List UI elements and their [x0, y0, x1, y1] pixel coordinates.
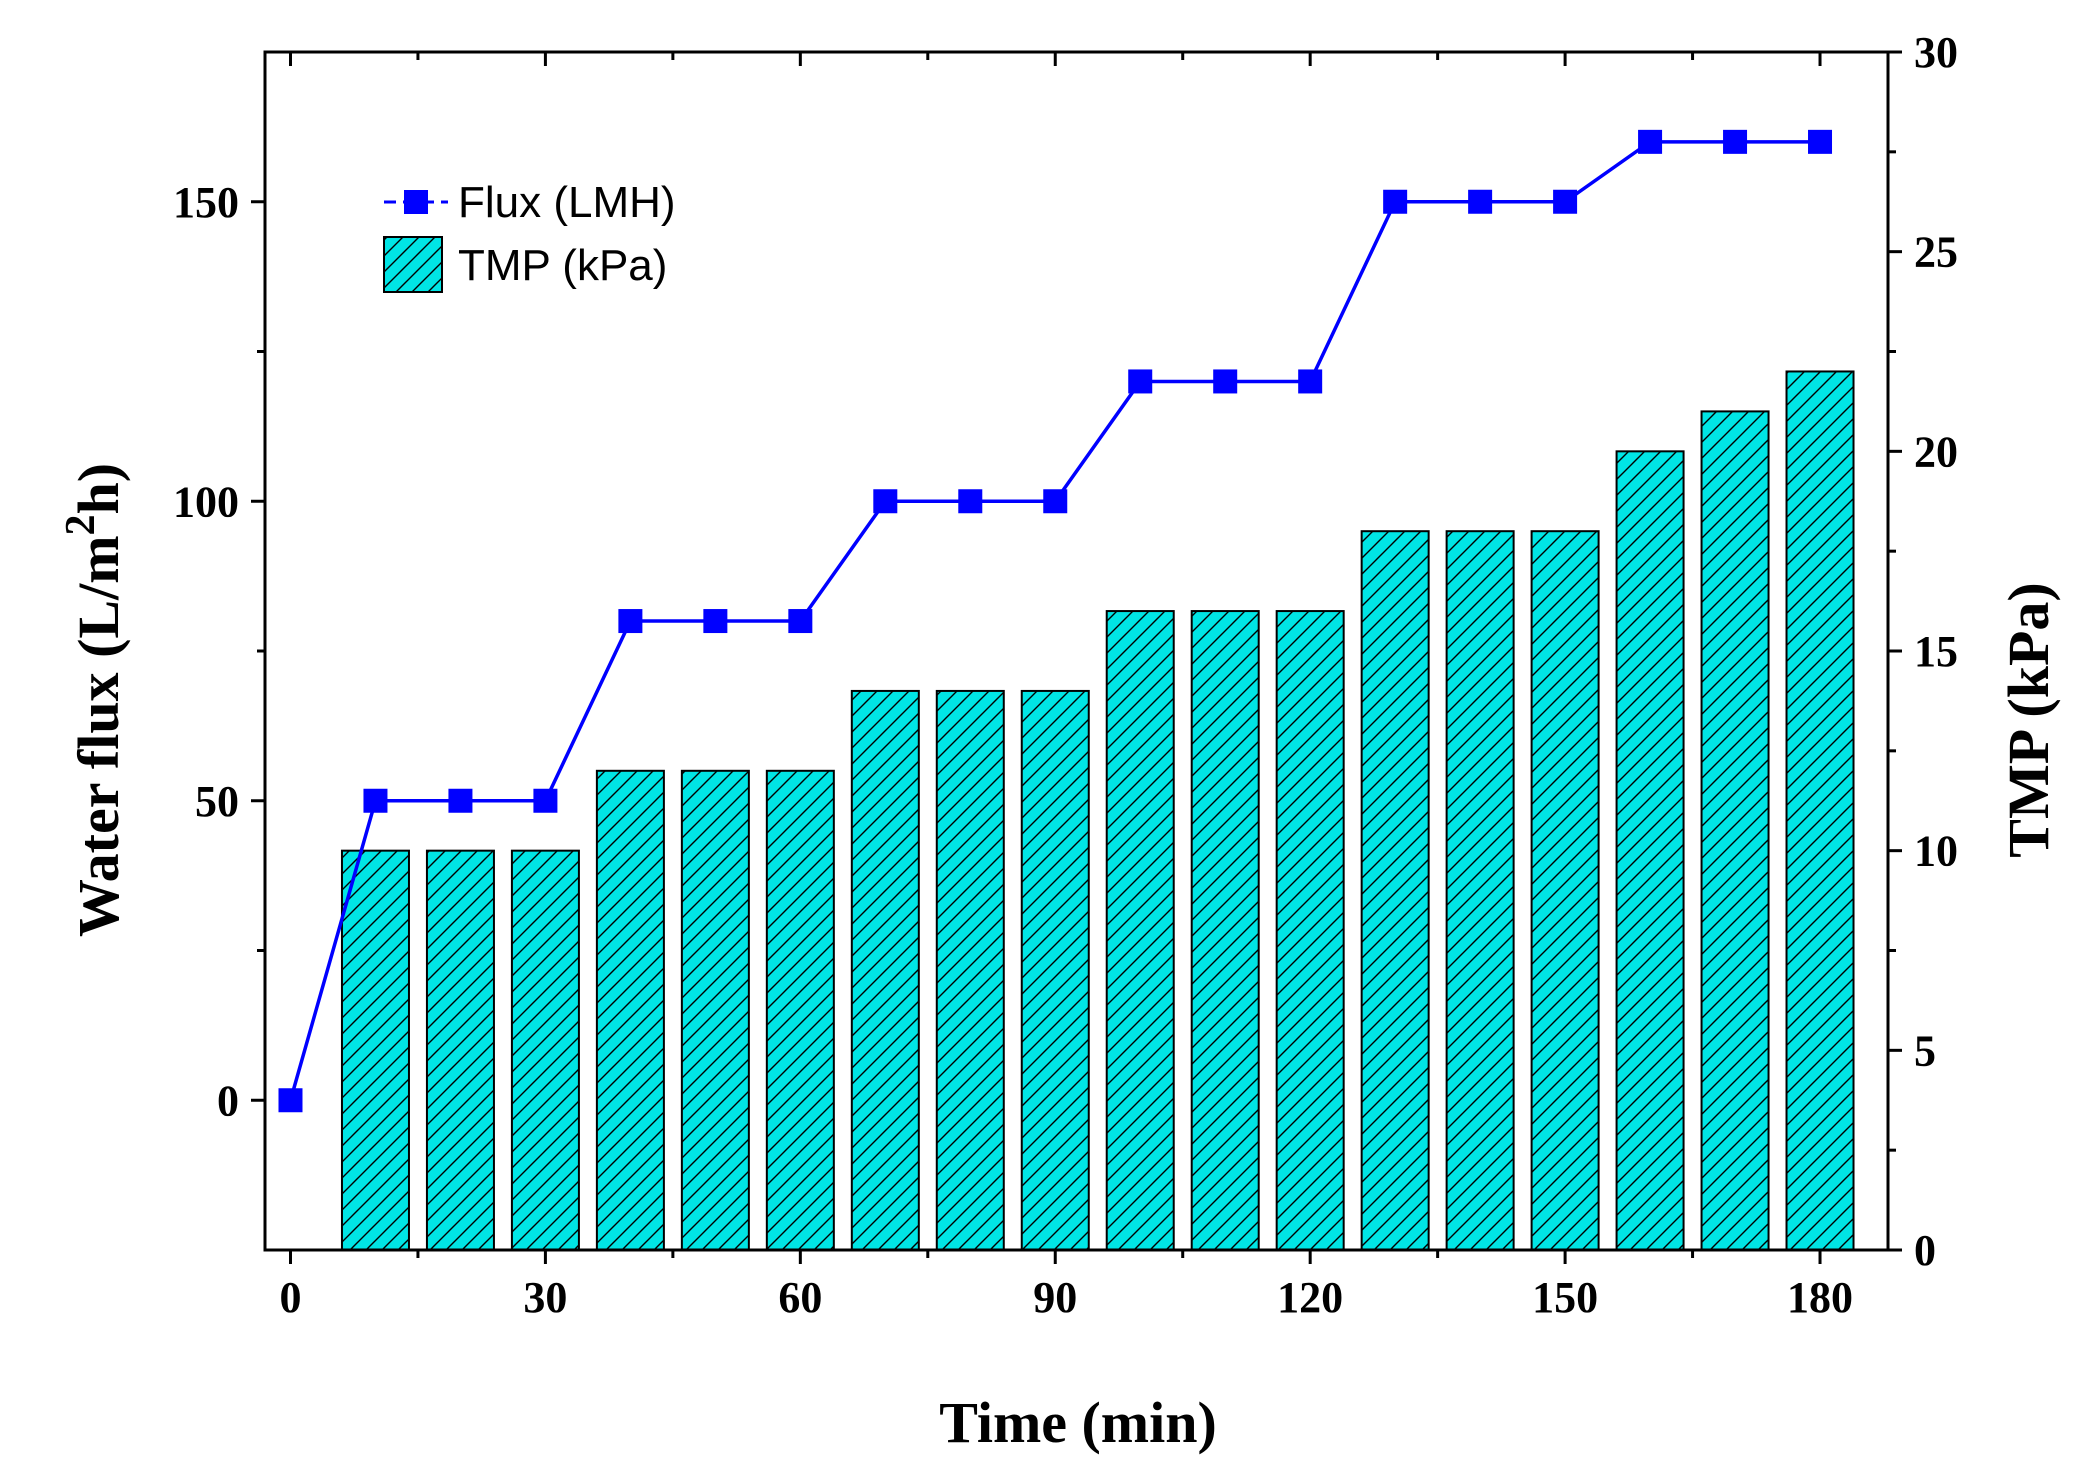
x-tick-label: 60 — [778, 1273, 822, 1322]
flux-point — [278, 1088, 303, 1113]
tmp-bar-hatch — [850, 689, 920, 1251]
tmp-bar-hatch — [1360, 530, 1430, 1251]
tmp-bar-hatch — [1785, 370, 1855, 1251]
tmp-bar-hatch — [425, 849, 495, 1252]
right-tick-label: 5 — [1914, 1026, 1936, 1075]
legend-tmp-hatch — [383, 236, 443, 293]
flux-point — [1808, 129, 1833, 154]
flux-point — [873, 489, 898, 514]
tmp-bar-hatch — [1700, 410, 1770, 1251]
x-tick-label: 150 — [1532, 1273, 1598, 1322]
legend-tmp-label: TMP (kPa) — [458, 241, 667, 290]
x-axis-label: Time (min) — [939, 1390, 1217, 1455]
right-tick-label: 15 — [1914, 627, 1958, 676]
right-tick-label: 20 — [1914, 427, 1958, 476]
tmp-bar-hatch — [1275, 610, 1345, 1251]
x-tick-label: 180 — [1787, 1273, 1853, 1322]
left-axis-label-main: Water flux (L/m — [66, 535, 131, 937]
tmp-bar-hatch — [935, 689, 1005, 1251]
flux-point — [618, 609, 643, 634]
right-tick-label: 10 — [1914, 827, 1958, 876]
legend-flux-marker — [404, 190, 428, 214]
legend: Flux (LMH) TMP (kPa) — [383, 178, 676, 293]
flux-line — [278, 129, 1833, 1113]
x-tick-label: 30 — [523, 1273, 567, 1322]
right-tick-label: 0 — [1914, 1226, 1936, 1275]
flux-point — [1553, 189, 1578, 214]
x-tick-label: 90 — [1033, 1273, 1077, 1322]
flux-point — [1638, 129, 1663, 154]
left-tick-label: 50 — [195, 777, 239, 826]
flux-point — [958, 489, 983, 514]
tmp-bar-hatch — [510, 849, 580, 1252]
flux-point — [788, 609, 813, 634]
left-axis-title: Water flux (L/m2h) — [58, 463, 131, 937]
flux-point — [1298, 369, 1323, 394]
flux-point — [703, 609, 728, 634]
tmp-bar-hatch — [1530, 530, 1600, 1251]
right-tick-label: 25 — [1914, 228, 1958, 277]
flux-point — [1468, 189, 1493, 214]
right-axis-label: TMP (kPa) — [1996, 582, 2061, 857]
flux-point — [448, 788, 473, 813]
flux-point — [1383, 189, 1408, 214]
flux-point — [1213, 369, 1238, 394]
left-tick-label: 150 — [173, 178, 239, 227]
tmp-bars — [340, 370, 1855, 1252]
svg-text:Water flux (L/m2h): Water flux (L/m2h) — [58, 463, 131, 937]
tmp-bar-hatch — [340, 849, 410, 1252]
flux-point — [1723, 129, 1748, 154]
right-tick-label: 30 — [1914, 28, 1958, 77]
tmp-bar-hatch — [765, 769, 835, 1251]
tmp-bar-hatch — [1190, 610, 1260, 1251]
tmp-bar-hatch — [680, 769, 750, 1251]
left-tick-label: 0 — [217, 1076, 239, 1125]
flux-point — [1043, 489, 1068, 514]
right-axis-title: TMP (kPa) — [1996, 582, 2061, 857]
x-axis-title: Time (min) — [939, 1390, 1217, 1455]
tmp-bar-hatch — [1020, 689, 1090, 1251]
flux-point — [1128, 369, 1153, 394]
axis-ticks: 0 30 60 90 120 150 180 0 50 100 150 0 5 10 15 20 25 30 — [173, 28, 1958, 1322]
tmp-bar-hatch — [1105, 610, 1175, 1251]
x-tick-label: 120 — [1277, 1273, 1343, 1322]
tmp-bar-hatch — [1615, 450, 1685, 1252]
left-axis-label-end: h) — [66, 463, 131, 515]
tmp-bar-hatch — [595, 769, 665, 1251]
left-axis-label-sup: 2 — [58, 514, 104, 535]
left-tick-label: 100 — [173, 477, 239, 526]
flux-point — [533, 788, 558, 813]
flux-point — [363, 788, 388, 813]
legend-flux-label: Flux (LMH) — [458, 178, 676, 227]
x-tick-label: 0 — [279, 1273, 301, 1322]
tmp-bar-hatch — [1445, 530, 1515, 1251]
